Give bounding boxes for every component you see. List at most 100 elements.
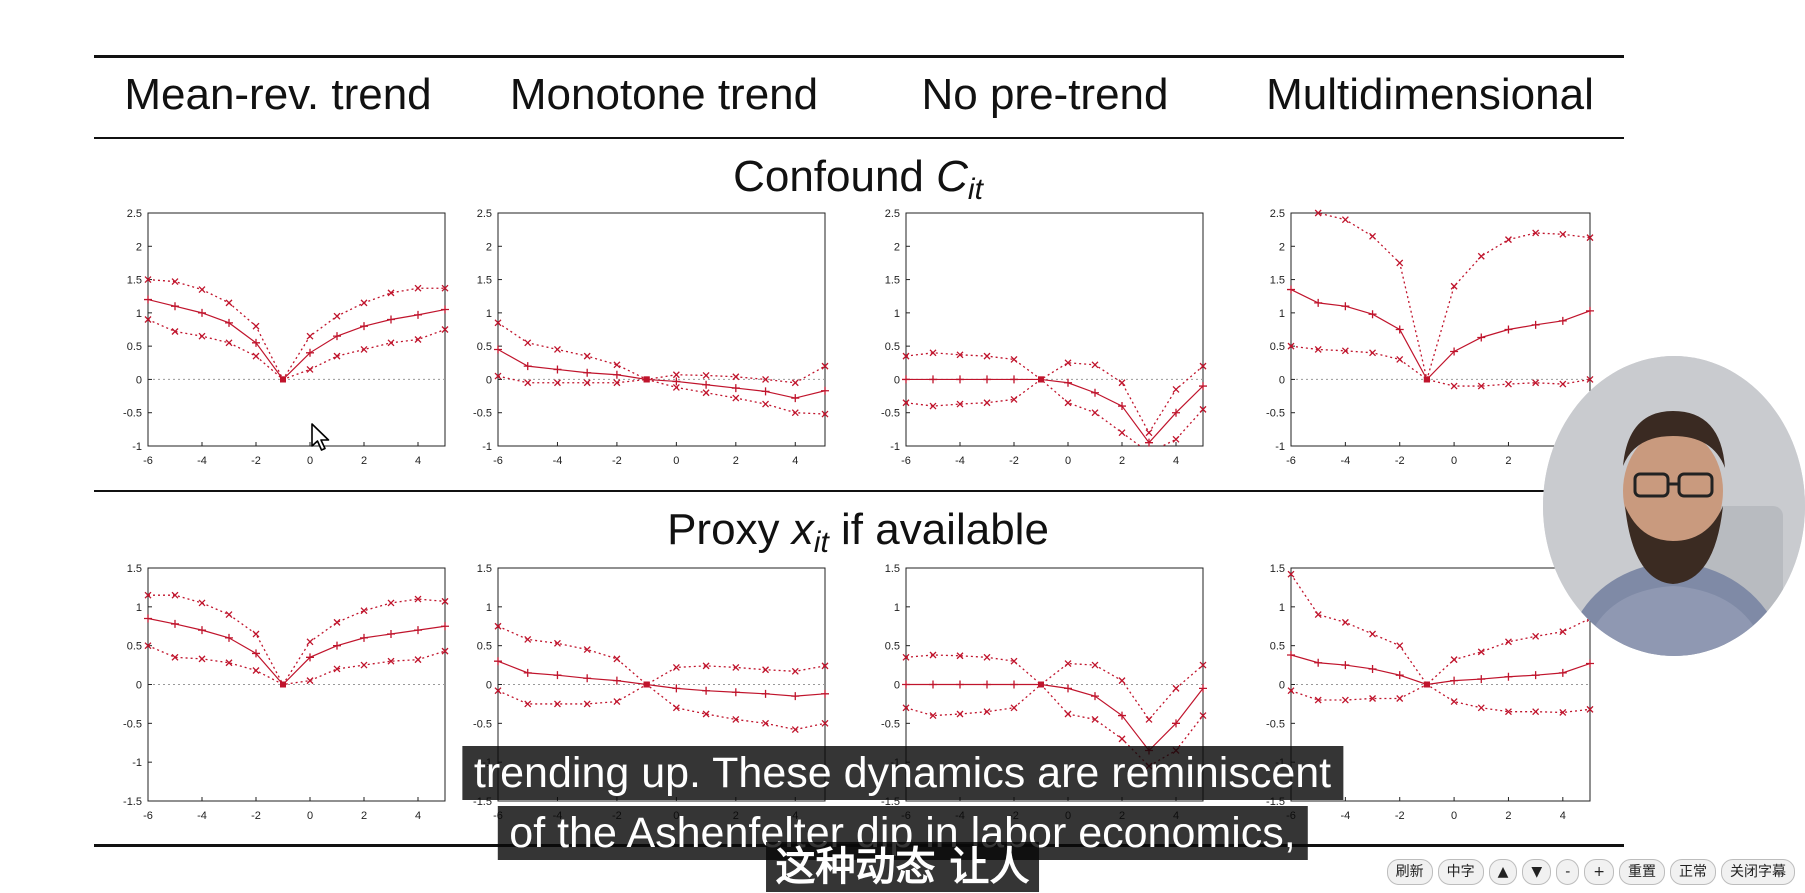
data-point [762,375,770,383]
increase-size-button[interactable]: + [1584,859,1614,885]
data-point [791,667,799,675]
data-point [494,657,502,666]
data-point [1287,342,1295,350]
data-point [1091,361,1099,369]
data-point [902,375,910,384]
y-tick-label: 0.5 [477,341,492,353]
webcam-presenter-video [1543,356,1805,656]
series-line [906,654,1203,721]
panel-confound-monotone: 2.5 2 1.5 1 0.5 0 -0.5 -1-6 -4 -2 0 2 4 [473,208,829,467]
data-point [956,351,964,359]
series-line [906,683,1203,767]
data-point [225,339,233,347]
series-line [906,352,1203,434]
data-point [983,653,991,661]
data-point [1369,695,1377,702]
data-point [252,338,260,347]
data-point [333,312,341,320]
data-point [791,726,799,734]
decrease-size-button[interactable]: - [1556,859,1580,885]
data-point [1531,671,1540,680]
data-point [1559,230,1567,238]
data-point [821,719,829,727]
data-point [360,607,368,615]
data-point [494,687,502,695]
data-point [414,595,422,603]
data-point [387,289,395,297]
data-point [672,704,680,712]
anchor-point [280,681,286,688]
series-line [1291,289,1590,381]
data-point [1504,638,1512,646]
data-point [494,622,502,630]
data-point [1145,438,1153,447]
data-point [791,409,799,417]
data-point [1314,209,1322,217]
data-point [387,630,395,639]
data-point [1450,382,1458,390]
y-tick-label: -0.5 [1266,718,1285,730]
y-tick-label: 0 [894,680,900,692]
data-point [732,394,740,402]
y-tick-label: 0.5 [1270,341,1285,353]
data-point [1118,735,1126,743]
data-point [1199,362,1207,370]
y-tick-label: 1 [1279,308,1285,320]
data-point [613,361,621,369]
y-tick-label: 0 [486,680,492,692]
y-tick-label: 2 [136,241,142,253]
data-point [1172,684,1180,692]
x-tick-label: 0 [307,810,313,822]
data-point [524,700,532,708]
chinese-subtitle-button[interactable]: 中字 [1437,859,1484,885]
mouse-cursor-icon [310,422,332,457]
data-point [1450,347,1459,356]
data-point [1341,618,1349,626]
data-point [1118,711,1126,720]
data-point [414,336,422,343]
data-point [821,689,829,698]
series-line [498,625,825,686]
data-point [171,619,179,628]
data-point [225,611,233,619]
series-line [148,318,445,381]
series-line [498,322,825,384]
data-point [1010,375,1018,384]
y-tick-label: 1 [136,308,142,320]
data-point [524,339,532,347]
move-down-button[interactable]: ▼ [1522,859,1552,885]
section-proxy-var: x [791,505,814,554]
data-point [1064,378,1072,387]
y-tick-label: 1.5 [1270,563,1285,575]
panel-frame [1290,212,1591,447]
y-tick-label: 1 [1279,602,1285,614]
x-tick-label: -6 [493,455,503,467]
data-point [1118,429,1126,437]
refresh-button[interactable]: 刷新 [1386,859,1433,885]
x-tick-label: -2 [1395,455,1405,467]
x-tick-label: 4 [415,810,421,822]
data-point [333,641,341,650]
data-point [983,708,991,716]
close-subtitles-button[interactable]: 关闭字幕 [1721,859,1795,885]
y-tick-label: 0 [894,374,900,386]
data-point [1091,409,1099,417]
panel-confound-mean-rev: 2.5 2 1.5 1 0.5 0 -0.5 -1-6 -4 -2 0 2 4 [123,208,449,467]
data-point [252,667,260,674]
data-point [1199,382,1207,391]
column-header-multidimensional: Multidimensional [1266,70,1594,119]
data-point [1450,656,1458,664]
reset-button[interactable]: 重置 [1619,859,1665,885]
data-point [1396,642,1404,650]
data-point [333,332,341,341]
normal-button[interactable]: 正常 [1670,859,1716,885]
data-point [225,299,233,307]
move-up-button[interactable]: ▲ [1488,859,1518,885]
data-point [821,662,829,670]
data-point [821,410,829,418]
series-line [906,378,1203,446]
y-tick-label: 2.5 [127,208,142,220]
data-point [1287,650,1295,659]
data-point [1091,692,1099,701]
data-point [441,622,449,631]
